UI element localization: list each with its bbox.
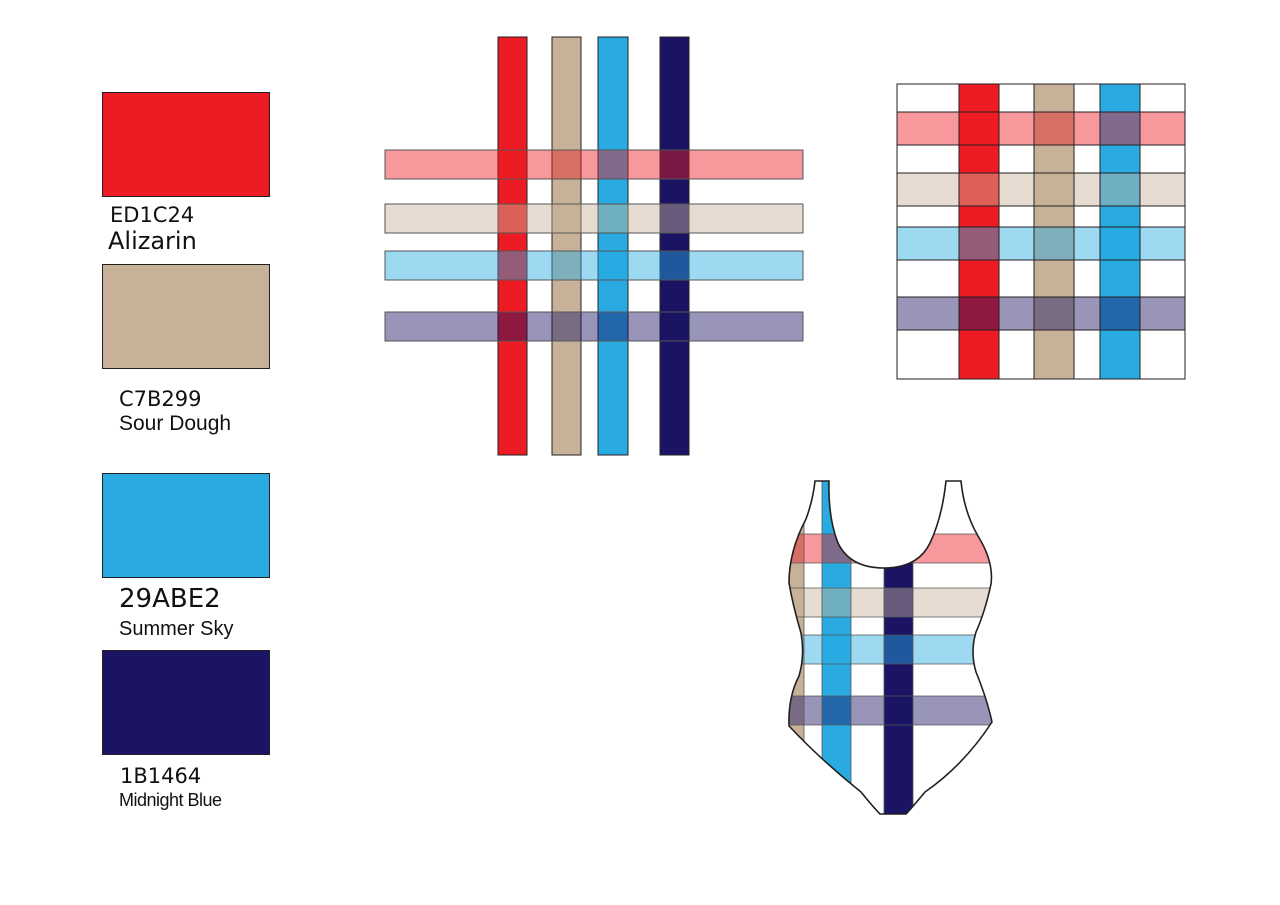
swatch-sour-dough bbox=[102, 264, 270, 369]
swatch-alizarin bbox=[102, 92, 270, 197]
swatch-code-alizarin: ED1C24 bbox=[110, 203, 195, 227]
swatch-name-sour-dough: Sour Dough bbox=[119, 412, 232, 435]
swatch-name-summer-sky: Summer Sky bbox=[119, 618, 234, 640]
swatch-name-midnight-blue: Midnight Blue bbox=[119, 790, 222, 810]
swatch-code-summer-sky: 29ABE2 bbox=[119, 584, 221, 614]
swatch-midnight-blue bbox=[102, 650, 270, 755]
swatch-code-midnight-blue: 1B1464 bbox=[120, 764, 202, 788]
swatch-code-sour-dough: C7B299 bbox=[119, 387, 202, 411]
swatch-summer-sky bbox=[102, 473, 270, 578]
swatch-name-alizarin: Alizarin bbox=[108, 227, 197, 255]
plaid-grid-tile bbox=[896, 83, 1186, 380]
plaid-stripes-diagram bbox=[384, 36, 804, 456]
swimsuit-illustration bbox=[788, 480, 993, 815]
